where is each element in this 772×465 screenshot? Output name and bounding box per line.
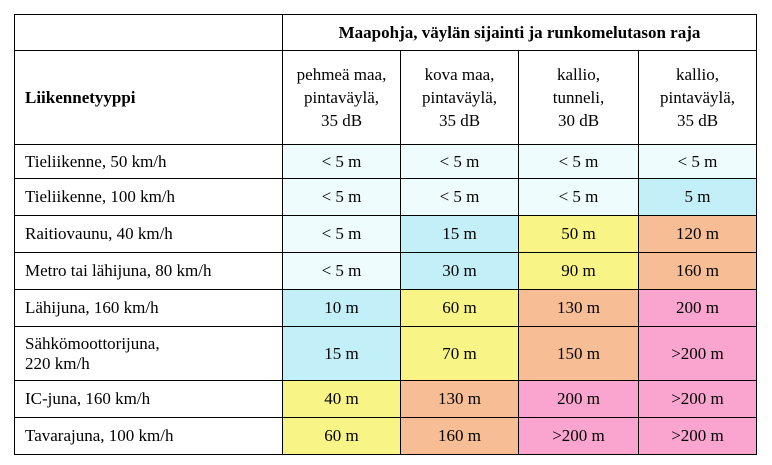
row-label: Sähkömoottorijuna, 220 km/h [14, 326, 283, 381]
column-header-line: tunneli, [552, 88, 605, 107]
distance-cell: < 5 m [282, 178, 401, 216]
distance-cell: < 5 m [282, 215, 401, 253]
distance-cell: 60 m [400, 289, 519, 327]
distance-cell: < 5 m [400, 144, 519, 179]
distance-cell: 30 m [400, 252, 519, 290]
column-header-line: pintaväylä, [659, 88, 736, 107]
distance-cell: 15 m [282, 326, 401, 381]
row-label: Lähijuna, 160 km/h [14, 289, 283, 327]
distance-cell: 120 m [638, 215, 757, 253]
empty-corner-cell [14, 14, 283, 51]
column-header-line: kallio, [557, 65, 600, 84]
row-label: Tavarajuna, 100 km/h [14, 417, 283, 455]
distance-cell: >200 m [638, 326, 757, 381]
table-row: Tavarajuna, 100 km/h 60 m 160 m >200 m >200 … [14, 417, 757, 455]
distance-cell: >200 m [518, 417, 639, 455]
table-row: Tieliikenne, 50 km/h < 5 m < 5 m < 5 m < 5 m [14, 144, 757, 179]
row-label-line: Raitiovaunu, 40 km/h [25, 224, 173, 243]
column-header: kallio, tunneli, 30 dB [518, 50, 639, 145]
distance-cell: < 5 m [518, 144, 639, 179]
column-header: kova maa, pintaväylä, 35 dB [400, 50, 519, 145]
distance-cell: < 5 m [518, 178, 639, 216]
column-header-line: 30 dB [557, 111, 600, 130]
distance-cell: < 5 m [638, 144, 757, 179]
group-header: Maapohja, väylän sijainti ja runkomeluta… [282, 14, 757, 51]
row-label-line: 220 km/h [25, 353, 90, 373]
table-row: Raitiovaunu, 40 km/h < 5 m 15 m 50 m 120 m [14, 215, 757, 253]
distance-cell: 150 m [518, 326, 639, 381]
distance-cell: 160 m [638, 252, 757, 290]
distance-cell: 10 m [282, 289, 401, 327]
distance-cell: < 5 m [282, 144, 401, 179]
column-header: kallio, pintaväylä, 35 dB [638, 50, 757, 145]
table-row: Sähkömoottorijuna, 220 km/h 15 m 70 m 150 m >… [14, 326, 757, 381]
row-label-line: Tieliikenne, 50 km/h [25, 151, 167, 171]
distance-cell: 5 m [638, 178, 757, 216]
row-label: Raitiovaunu, 40 km/h [14, 215, 283, 253]
column-header-line: pintaväylä, [421, 88, 498, 107]
column-header-line: kallio, [676, 65, 719, 84]
distance-cell: 130 m [400, 380, 519, 418]
row-label-line: Sähkömoottorijuna, [25, 333, 160, 353]
column-header-line: pehmeä maa, [296, 65, 387, 84]
table-row: Metro tai lähijuna, 80 km/h < 5 m 30 m 90 m… [14, 252, 757, 290]
row-label-line: Tavarajuna, 100 km/h [25, 426, 174, 445]
table-row: Lähijuna, 160 km/h 10 m 60 m 130 m 200 m [14, 289, 757, 327]
column-header-line: pintaväylä, [303, 88, 380, 107]
row-header-label: Liikennetyyppi [14, 50, 283, 145]
distance-cell: >200 m [638, 417, 757, 455]
column-header-line: kova maa, [424, 65, 495, 84]
distance-cell: >200 m [638, 380, 757, 418]
row-label-line: IC-juna, 160 km/h [25, 389, 151, 408]
row-label: Tieliikenne, 100 km/h [14, 178, 283, 216]
row-label-line: Lähijuna, 160 km/h [25, 298, 159, 317]
row-label: IC-juna, 160 km/h [14, 380, 283, 418]
distance-cell: 40 m [282, 380, 401, 418]
row-label: Metro tai lähijuna, 80 km/h [14, 252, 283, 290]
distance-cell: 60 m [282, 417, 401, 455]
distance-cell: < 5 m [282, 252, 401, 290]
distance-cell: 200 m [638, 289, 757, 327]
distance-cell: 15 m [400, 215, 519, 253]
column-header-line: 35 dB [676, 111, 719, 130]
column-header-line: 35 dB [320, 111, 363, 130]
row-label: Tieliikenne, 50 km/h [14, 144, 283, 179]
vibration-distance-table: Maapohja, väylän sijainti ja runkomeluta… [14, 14, 757, 455]
distance-cell: 50 m [518, 215, 639, 253]
distance-cell: 200 m [518, 380, 639, 418]
distance-cell: 130 m [518, 289, 639, 327]
column-header-line: 35 dB [438, 111, 481, 130]
distance-cell: < 5 m [400, 178, 519, 216]
row-label-line: Tieliikenne, 100 km/h [25, 187, 176, 206]
table-row: IC-juna, 160 km/h 40 m 130 m 200 m >200 m [14, 380, 757, 418]
row-label-line: Metro tai lähijuna, 80 km/h [25, 261, 212, 280]
distance-cell: 160 m [400, 417, 519, 455]
distance-cell: 90 m [518, 252, 639, 290]
column-header: pehmeä maa, pintaväylä, 35 dB [282, 50, 401, 145]
distance-cell: 70 m [400, 326, 519, 381]
